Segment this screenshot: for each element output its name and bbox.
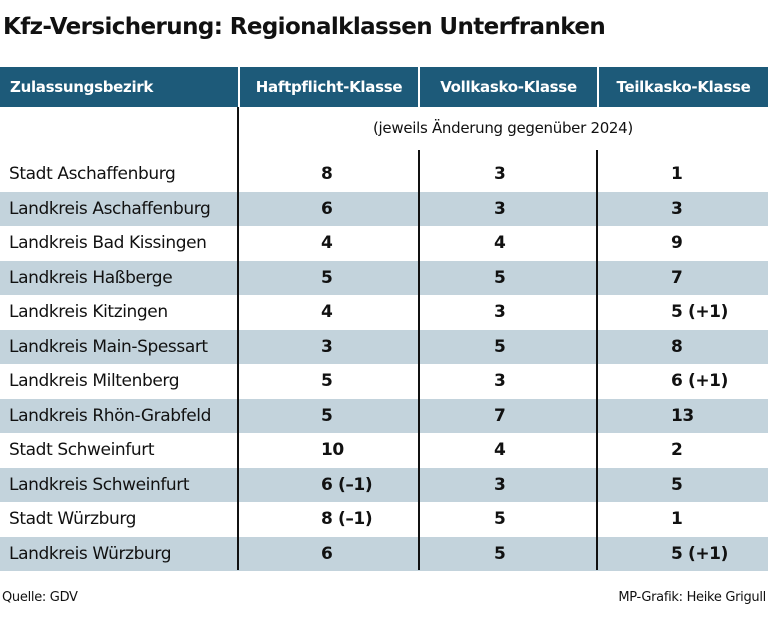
district-cell: Landkreis Kitzingen	[9, 302, 168, 323]
table-row: Landkreis Schweinfurt 6 (–1) 3 5	[0, 467, 768, 502]
column-header-partial: Teilkasko-Klasse	[597, 67, 768, 107]
credit-label: MP-Grafik: Heike Grigull	[618, 590, 766, 605]
liability-class-cell: 6	[321, 198, 333, 219]
liability-class-cell: 5	[321, 405, 333, 426]
partial-class-cell: 5 (+1)	[671, 302, 728, 323]
table-row: Landkreis Bad Kissingen 4 4 9	[0, 226, 768, 261]
district-cell: Stadt Schweinfurt	[9, 440, 155, 461]
partial-class-cell: 6 (+1)	[671, 371, 728, 392]
table-row: Landkreis Kitzingen 4 3 5 (+1)	[0, 295, 768, 330]
partial-class-cell: 7	[671, 267, 683, 288]
liability-class-cell: 6 (–1)	[321, 474, 373, 495]
district-cell: Landkreis Aschaffenburg	[9, 198, 211, 219]
partial-class-cell: 9	[671, 233, 683, 254]
comprehensive-class-cell: 7	[494, 405, 506, 426]
table-row: Landkreis Würzburg 6 5 5 (+1)	[0, 536, 768, 571]
column-header-comprehensive: Vollkasko-Klasse	[418, 67, 597, 107]
liability-class-cell: 5	[321, 267, 333, 288]
table-row: Stadt Aschaffenburg 8 3 1	[0, 157, 768, 192]
comprehensive-class-cell: 5	[494, 267, 506, 288]
district-cell: Landkreis Würzburg	[9, 543, 172, 564]
district-cell: Stadt Aschaffenburg	[9, 164, 176, 185]
liability-class-cell: 4	[321, 233, 333, 254]
chart-title: Kfz-Versicherung: Regionalklassen Unterf…	[3, 14, 606, 40]
liability-class-cell: 8 (–1)	[321, 509, 373, 530]
source-label: Quelle: GDV	[2, 590, 78, 605]
comprehensive-class-cell: 4	[494, 233, 506, 254]
district-cell: Landkreis Schweinfurt	[9, 474, 190, 495]
comprehensive-class-cell: 5	[494, 543, 506, 564]
comprehensive-class-cell: 3	[494, 198, 506, 219]
liability-class-cell: 6	[321, 543, 333, 564]
column-divider-1	[237, 107, 239, 570]
comprehensive-class-cell: 5	[494, 336, 506, 357]
comprehensive-class-cell: 3	[494, 371, 506, 392]
table-row: Landkreis Aschaffenburg 6 3 3	[0, 191, 768, 226]
comprehensive-class-cell: 5	[494, 509, 506, 530]
district-cell: Landkreis Rhön-Grabfeld	[9, 405, 212, 426]
district-cell: Stadt Würzburg	[9, 509, 137, 530]
district-cell: Landkreis Main-Spessart	[9, 336, 208, 357]
liability-class-cell: 5	[321, 371, 333, 392]
partial-class-cell: 5 (+1)	[671, 543, 728, 564]
partial-class-cell: 3	[671, 198, 683, 219]
change-note: (jeweils Änderung gegenüber 2024)	[373, 119, 633, 137]
partial-class-cell: 2	[671, 440, 683, 461]
liability-class-cell: 10	[321, 440, 344, 461]
partial-class-cell: 1	[671, 509, 683, 530]
comprehensive-class-cell: 3	[494, 164, 506, 185]
table-row: Stadt Schweinfurt 10 4 2	[0, 433, 768, 468]
table-header-row: Zulassungsbezirk Haftpflicht-Klasse Voll…	[0, 67, 768, 107]
table-row: Landkreis Rhön-Grabfeld 5 7 13	[0, 398, 768, 433]
partial-class-cell: 13	[671, 405, 694, 426]
partial-class-cell: 8	[671, 336, 683, 357]
liability-class-cell: 3	[321, 336, 333, 357]
partial-class-cell: 1	[671, 164, 683, 185]
column-header-district: Zulassungsbezirk	[10, 78, 154, 96]
comprehensive-class-cell: 4	[494, 440, 506, 461]
comprehensive-class-cell: 3	[494, 302, 506, 323]
column-divider-3	[596, 150, 598, 570]
district-cell: Landkreis Haßberge	[9, 267, 173, 288]
table-row: Landkreis Main-Spessart 3 5 8	[0, 329, 768, 364]
partial-class-cell: 5	[671, 474, 683, 495]
liability-class-cell: 4	[321, 302, 333, 323]
column-header-liability: Haftpflicht-Klasse	[238, 67, 418, 107]
district-cell: Landkreis Miltenberg	[9, 371, 180, 392]
table-row: Landkreis Miltenberg 5 3 6 (+1)	[0, 364, 768, 399]
table-body: Stadt Aschaffenburg 8 3 1 Landkreis Aschaffe…	[0, 157, 768, 571]
table-row: Stadt Würzburg 8 (–1) 5 1	[0, 502, 768, 537]
district-cell: Landkreis Bad Kissingen	[9, 233, 207, 254]
liability-class-cell: 8	[321, 164, 333, 185]
column-divider-2	[418, 150, 420, 570]
note-row: (jeweils Änderung gegenüber 2024)	[0, 107, 768, 157]
regional-class-table: Zulassungsbezirk Haftpflicht-Klasse Voll…	[0, 67, 768, 571]
table-row: Landkreis Haßberge 5 5 7	[0, 260, 768, 295]
comprehensive-class-cell: 3	[494, 474, 506, 495]
